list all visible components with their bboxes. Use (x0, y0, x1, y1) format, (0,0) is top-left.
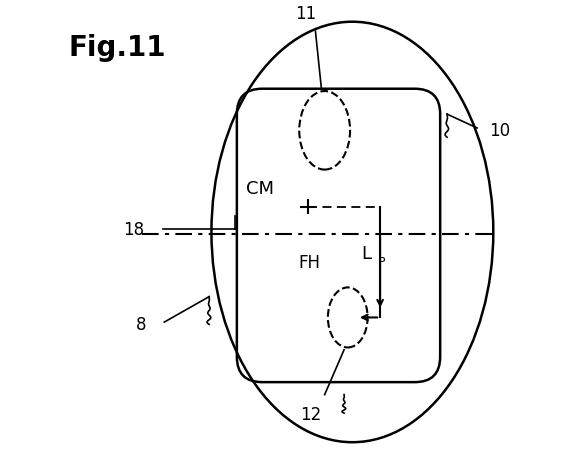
Text: Fig.11: Fig.11 (68, 34, 166, 62)
Text: 10: 10 (489, 122, 510, 140)
Text: 18: 18 (124, 221, 144, 238)
Text: 12: 12 (300, 406, 321, 423)
Text: L: L (361, 244, 372, 262)
Text: P: P (378, 255, 385, 268)
Text: FH: FH (298, 253, 320, 271)
Text: 11: 11 (296, 5, 317, 23)
Text: CM: CM (246, 180, 274, 198)
Text: 8: 8 (136, 316, 147, 334)
